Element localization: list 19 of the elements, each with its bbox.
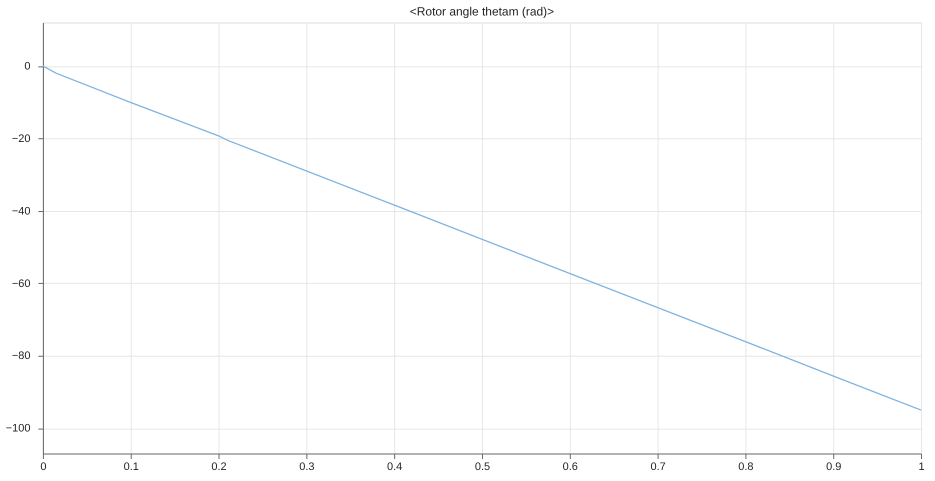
x-tick-label: 1 — [918, 461, 925, 474]
x-tick-label: 0.8 — [738, 461, 754, 474]
y-tick-label: −100 — [6, 422, 30, 435]
x-tick-label: 0.5 — [474, 461, 490, 474]
chart-title: <Rotor angle thetam (rad)> — [410, 4, 554, 18]
y-tick-label: −60 — [12, 278, 30, 290]
y-tick-label: 0 — [24, 60, 30, 72]
x-tick-label: 0.6 — [562, 461, 578, 474]
y-tick-label: −80 — [12, 350, 30, 362]
y-tick-label: −20 — [12, 132, 30, 145]
x-tick-label: 0 — [40, 461, 46, 474]
x-tick-label: 0.1 — [124, 461, 139, 474]
line-series — [42, 65, 922, 411]
x-tick-label: 0.2 — [211, 461, 227, 474]
x-tick-label: 0.3 — [299, 461, 314, 474]
x-tick-label: 0.4 — [387, 461, 402, 474]
y-tick-label: −40 — [12, 205, 30, 218]
x-tick-label: 0.7 — [650, 461, 666, 474]
x-tick-label: 0.9 — [826, 461, 842, 474]
